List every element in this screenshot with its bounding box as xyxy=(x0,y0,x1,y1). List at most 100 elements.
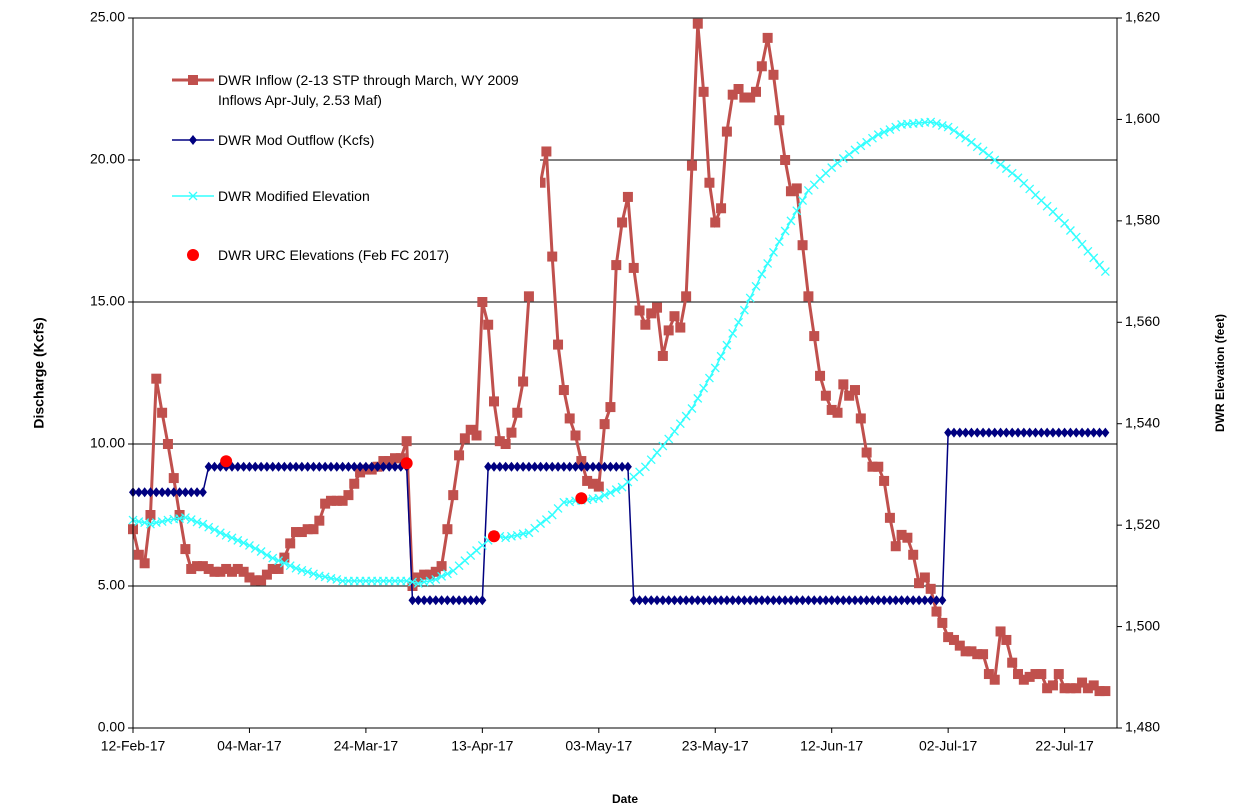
marker-diamond xyxy=(379,461,388,472)
marker-diamond xyxy=(623,461,632,472)
marker-x xyxy=(734,317,743,327)
marker-square xyxy=(640,319,651,330)
marker-x xyxy=(990,155,1000,165)
marker-square xyxy=(774,115,785,126)
marker-diamond xyxy=(752,595,761,606)
marker-square xyxy=(1065,683,1076,694)
marker-diamond xyxy=(804,595,813,606)
marker-x xyxy=(501,533,511,543)
marker-x xyxy=(309,569,318,579)
marker-square xyxy=(628,262,639,273)
marker-square xyxy=(506,427,517,438)
marker-diamond xyxy=(588,461,597,472)
marker-square xyxy=(599,419,610,430)
marker-circle xyxy=(487,530,500,543)
marker-square xyxy=(145,510,156,520)
marker-diamond xyxy=(874,595,883,606)
marker-diamond xyxy=(1060,427,1069,438)
marker-diamond xyxy=(431,595,440,606)
marker-square xyxy=(553,339,564,350)
marker-square xyxy=(162,439,173,449)
marker-square xyxy=(465,424,476,435)
marker-diamond xyxy=(845,595,854,606)
marker-x xyxy=(932,119,941,128)
marker-x xyxy=(873,130,883,140)
marker-square xyxy=(378,456,389,467)
legend-marker xyxy=(187,249,199,261)
marker-diamond xyxy=(949,427,958,438)
marker-diamond xyxy=(501,461,510,472)
legend-label: DWR Mod Outflow (Kcfs) xyxy=(218,132,375,148)
marker-x xyxy=(192,517,202,527)
legend-label: DWR URC Elevations (Feb FC 2017) xyxy=(218,247,450,263)
marker-square xyxy=(477,297,488,307)
marker-diamond xyxy=(204,461,213,472)
marker-square xyxy=(686,160,697,171)
y2-tick-label: 1,500 xyxy=(1125,617,1160,633)
y2-tick-label: 1,520 xyxy=(1125,516,1160,532)
marker-square xyxy=(657,350,668,361)
marker-diamond xyxy=(309,461,318,472)
marker-diamond xyxy=(734,595,743,606)
marker-x xyxy=(867,133,877,143)
marker-diamond xyxy=(478,595,487,606)
marker-diamond xyxy=(1002,427,1011,438)
marker-square xyxy=(209,566,220,577)
marker-x xyxy=(716,351,726,361)
marker-diamond xyxy=(635,595,644,606)
marker-square xyxy=(716,203,727,214)
marker-diamond xyxy=(990,427,999,438)
x-tick-label: 13-Apr-17 xyxy=(451,738,513,754)
marker-square xyxy=(1077,677,1088,688)
marker-diamond xyxy=(332,461,341,472)
marker-x xyxy=(675,419,685,429)
marker-x xyxy=(833,158,842,168)
y-tick-label: 5.00 xyxy=(98,577,125,593)
marker-diamond xyxy=(1078,427,1087,438)
marker-x xyxy=(437,571,447,581)
marker-square xyxy=(424,569,435,580)
marker-diamond xyxy=(973,427,982,438)
marker-square xyxy=(296,527,307,538)
marker-square xyxy=(1007,657,1018,668)
marker-diamond xyxy=(519,461,528,472)
marker-x xyxy=(972,142,982,152)
marker-square xyxy=(436,561,447,572)
marker-diamond xyxy=(542,461,551,472)
marker-x xyxy=(250,544,260,553)
marker-diamond xyxy=(1019,427,1028,438)
marker-diamond xyxy=(274,461,283,472)
marker-square xyxy=(605,402,616,413)
marker-diamond xyxy=(455,595,464,606)
marker-diamond xyxy=(140,487,149,498)
marker-x xyxy=(879,127,889,137)
marker-diamond xyxy=(891,595,900,606)
marker-diamond xyxy=(472,595,481,606)
marker-square xyxy=(523,291,534,302)
marker-square xyxy=(279,552,290,563)
marker-diamond xyxy=(687,595,696,606)
marker-x xyxy=(442,569,452,579)
marker-x xyxy=(739,305,749,315)
marker-diamond xyxy=(1025,427,1034,438)
marker-diamond xyxy=(524,461,533,472)
marker-square xyxy=(244,572,255,583)
marker-square xyxy=(733,84,744,94)
marker-x xyxy=(600,490,610,500)
y2-tick-label: 1,580 xyxy=(1125,212,1160,228)
marker-diamond xyxy=(775,595,784,606)
marker-diamond xyxy=(629,595,638,606)
marker-circle xyxy=(575,492,588,505)
marker-diamond xyxy=(146,487,155,498)
marker-square xyxy=(1082,683,1093,694)
marker-diamond xyxy=(408,595,417,606)
marker-diamond xyxy=(548,461,557,472)
marker-x xyxy=(704,373,714,383)
marker-square xyxy=(890,541,901,552)
marker-square xyxy=(937,617,948,628)
marker-diamond xyxy=(245,461,254,472)
marker-diamond xyxy=(961,427,970,438)
marker-square xyxy=(622,191,633,202)
marker-square xyxy=(512,407,523,418)
